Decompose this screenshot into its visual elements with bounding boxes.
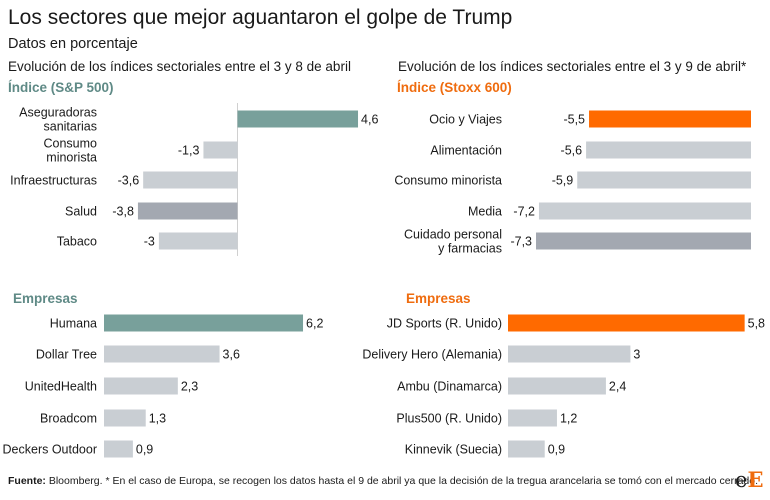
category-label: JD Sports (R. Unido) bbox=[387, 317, 502, 331]
eu-index-label: Índice (Stoxx 600) bbox=[397, 80, 512, 95]
value-label: 3 bbox=[633, 348, 640, 362]
value-label: -3,6 bbox=[118, 174, 140, 188]
bar bbox=[536, 232, 751, 250]
category-label: Consumo minorista bbox=[44, 137, 98, 165]
us-companies-label: Empresas bbox=[13, 291, 78, 306]
bar bbox=[143, 171, 238, 189]
bar bbox=[237, 110, 359, 128]
value-label: 3,6 bbox=[223, 348, 240, 362]
bar bbox=[104, 314, 304, 332]
chart-subtitle: Datos en porcentaje bbox=[8, 36, 138, 52]
category-label: Plus500 (R. Unido) bbox=[396, 412, 502, 426]
value-label: 0,9 bbox=[136, 443, 153, 457]
value-label: -5,6 bbox=[561, 144, 583, 158]
value-label: 1,2 bbox=[560, 412, 577, 426]
category-label: Infraestructuras bbox=[10, 174, 97, 188]
category-label: Ambu (Dinamarca) bbox=[397, 380, 502, 394]
bar bbox=[508, 345, 631, 363]
value-label: 2,3 bbox=[181, 380, 198, 394]
eu-companies-label: Empresas bbox=[406, 291, 471, 306]
bar bbox=[589, 110, 751, 128]
bar bbox=[158, 232, 238, 250]
category-label: Media bbox=[468, 205, 502, 219]
category-label: Aseguradoras sanitarias bbox=[19, 106, 97, 134]
value-label: -1,3 bbox=[178, 144, 200, 158]
value-label: 0,9 bbox=[548, 443, 565, 457]
category-label: Broadcom bbox=[40, 412, 97, 426]
value-label: -5,9 bbox=[552, 174, 574, 188]
us-index-label: Índice (S&P 500) bbox=[8, 80, 114, 95]
bar bbox=[508, 409, 557, 427]
bar bbox=[104, 345, 220, 363]
category-label: Kinnevik (Suecia) bbox=[405, 443, 502, 457]
bar bbox=[104, 409, 146, 427]
value-label: 1,3 bbox=[149, 412, 166, 426]
value-label: -7,2 bbox=[513, 205, 535, 219]
category-label: Deckers Outdoor bbox=[3, 443, 97, 457]
chart-title: Los sectores que mejor aguantaron el gol… bbox=[8, 6, 513, 29]
bar bbox=[508, 377, 606, 395]
category-label: Tabaco bbox=[57, 235, 97, 249]
category-label: Delivery Hero (Alemania) bbox=[362, 348, 502, 362]
bar bbox=[104, 440, 133, 458]
category-label: Humana bbox=[50, 317, 97, 331]
value-label: 5,8 bbox=[748, 317, 765, 331]
footnote-source-label: Fuente: bbox=[8, 475, 46, 487]
bar bbox=[538, 202, 751, 220]
value-label: -3,8 bbox=[112, 205, 134, 219]
bar bbox=[104, 377, 178, 395]
us-panel-title: Evolución de los índices sectoriales ent… bbox=[8, 59, 351, 74]
bar bbox=[137, 202, 238, 220]
category-label: Consumo minorista bbox=[394, 174, 502, 188]
bar bbox=[577, 171, 751, 189]
category-label: Salud bbox=[65, 205, 97, 219]
bar bbox=[586, 141, 751, 159]
bar bbox=[508, 440, 545, 458]
category-label: Cuidado personal y farmacias bbox=[404, 228, 502, 256]
footnote-text: Bloomberg. * En el caso de Europa, se re… bbox=[48, 475, 759, 487]
category-label: Dollar Tree bbox=[36, 348, 97, 362]
bar bbox=[203, 141, 238, 159]
value-label: -3 bbox=[144, 235, 155, 249]
value-label: -7,3 bbox=[510, 235, 532, 249]
category-label: Alimentación bbox=[430, 144, 502, 158]
value-label: 6,2 bbox=[306, 317, 323, 331]
footnote: Fuente: Bloomberg. * En el caso de Europ… bbox=[8, 475, 758, 487]
value-label: -5,5 bbox=[563, 113, 585, 127]
value-label: 4,6 bbox=[361, 113, 378, 127]
category-label: UnitedHealth bbox=[25, 380, 97, 394]
bar-charts: 4,6 Aseguradoras sanitarias -1,3 Consumo mino… bbox=[3, 103, 765, 458]
publisher-logo: eE bbox=[735, 467, 764, 492]
bar bbox=[508, 314, 745, 332]
value-label: 2,4 bbox=[609, 380, 626, 394]
eu-panel-title: Evolución de los índices sectoriales ent… bbox=[398, 59, 747, 74]
category-label: Ocio y Viajes bbox=[429, 113, 502, 127]
